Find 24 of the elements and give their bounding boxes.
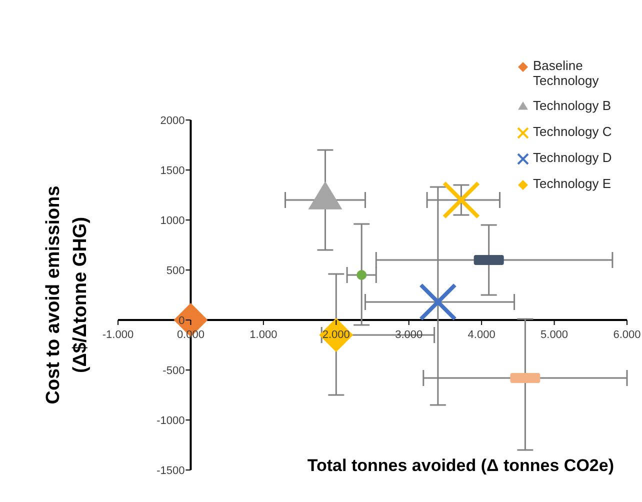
- y-tick-label: -1500: [156, 465, 185, 477]
- x-tick-label: 1.000: [250, 329, 278, 341]
- y-tick-label: -500: [162, 365, 185, 377]
- y-axis-title: Cost to avoid emissions (Δ$/Δtonne GHG): [42, 184, 92, 406]
- x-tick-label: 6.000: [613, 329, 641, 341]
- point: [442, 181, 480, 219]
- point: [418, 283, 457, 321]
- x-tick-label: 5.000: [540, 329, 568, 341]
- x-axis-title: Total tonnes avoided (Δ tonnes CO2e): [307, 456, 614, 476]
- y-tick-label: 1500: [160, 165, 185, 177]
- y-tick-label: 2000: [160, 115, 185, 127]
- y-tick-label: -1000: [156, 415, 185, 427]
- x-tick-label: -1.000: [102, 329, 134, 341]
- y-tick-label: 1000: [160, 215, 185, 227]
- point: [356, 270, 367, 280]
- legend-label: Technology B: [533, 98, 612, 113]
- legend-label: Baseline Technology: [533, 58, 600, 88]
- y-tick-label: 500: [166, 265, 185, 277]
- x-tick-label: 2.000: [322, 329, 350, 341]
- legend-label: Technology C: [533, 124, 612, 139]
- legend-label: Technology D: [533, 150, 612, 165]
- y-tick-label: 0: [178, 315, 185, 327]
- x-tick-label: 4.000: [468, 329, 496, 341]
- legend-label: Technology E: [533, 176, 612, 191]
